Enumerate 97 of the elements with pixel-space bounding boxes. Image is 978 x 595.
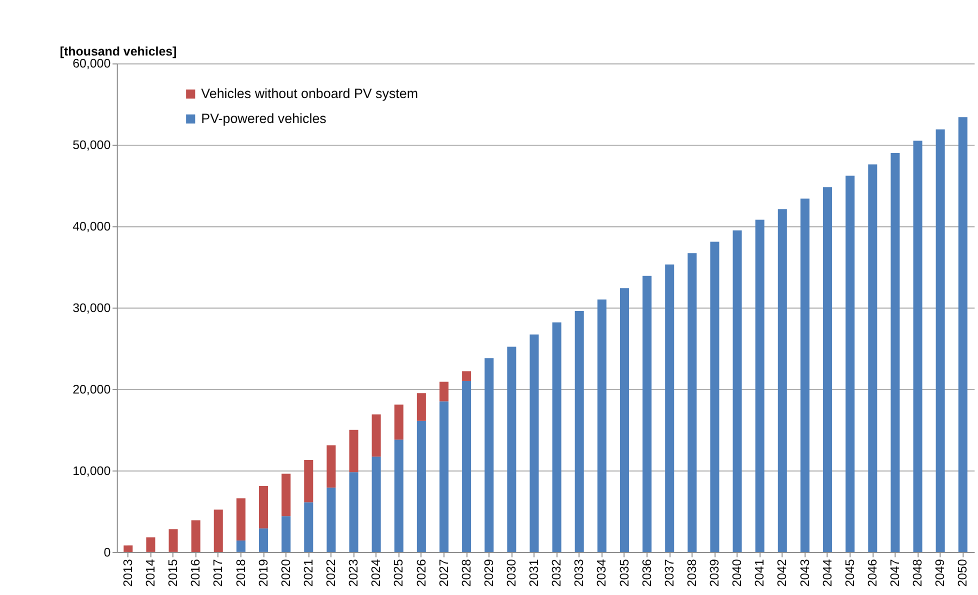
x-tick-label: 2013 (120, 559, 135, 587)
x-tick-label: 2048 (910, 559, 925, 587)
bar (890, 152, 900, 552)
bar (823, 187, 832, 552)
y-axis-title: [thousand vehicles] (60, 44, 177, 58)
x-tick-label: 2033 (572, 559, 586, 587)
bar (574, 310, 584, 552)
legend-label: PV-powered vehicles (201, 110, 327, 126)
y-tick-label: 30,000 (72, 300, 111, 315)
x-tick-label: 2032 (550, 559, 564, 587)
x-tick-label: 2028 (459, 559, 474, 587)
y-tick-label: 20,000 (72, 382, 111, 396)
bar (936, 129, 945, 552)
bar (552, 322, 562, 552)
bar (846, 176, 855, 552)
bar (530, 334, 539, 552)
bar (642, 276, 652, 552)
x-tick-label: 2025 (392, 559, 406, 587)
x-tick-label: 2018 (234, 559, 248, 587)
x-tick-label: 2041 (752, 559, 767, 587)
x-tick-label: 2039 (708, 559, 722, 587)
bar (416, 393, 426, 421)
bar (462, 380, 472, 552)
bar (304, 502, 314, 552)
y-tick-label: 50,000 (72, 138, 111, 152)
x-tick-label: 2023 (346, 559, 361, 587)
bar (394, 404, 404, 440)
x-tick-label: 2017 (211, 559, 226, 587)
x-tick-label: 2031 (527, 559, 542, 587)
bar (258, 528, 268, 552)
bar (326, 445, 336, 488)
bar (326, 488, 336, 552)
legend-label: Vehicles without onboard PV system (201, 86, 418, 101)
bar (913, 140, 922, 552)
bar (778, 209, 787, 552)
bar (597, 300, 606, 552)
x-tick-label: 2042 (775, 559, 790, 587)
bar (282, 474, 291, 516)
x-tick-label: 2027 (436, 559, 451, 587)
x-tick-label: 2037 (662, 559, 676, 587)
x-tick-label: 2021 (301, 559, 316, 587)
bar (372, 414, 381, 457)
bar (394, 440, 404, 552)
x-tick-label: 2040 (730, 559, 744, 587)
bar (304, 460, 314, 502)
x-tick-label: 2043 (798, 559, 812, 587)
x-tick-label: 2047 (888, 559, 902, 587)
bar (416, 420, 426, 552)
bar (236, 498, 246, 541)
bar (439, 382, 449, 402)
bar (372, 456, 381, 552)
x-tick-label: 2026 (414, 559, 428, 587)
bar (620, 288, 629, 552)
bar (800, 198, 810, 552)
bar (439, 401, 449, 552)
bar (868, 164, 878, 552)
x-tick-label: 2034 (594, 559, 609, 587)
bar (146, 537, 156, 552)
x-tick-label: 2036 (640, 559, 654, 587)
bar (349, 472, 358, 552)
x-tick-label: 2046 (865, 559, 880, 587)
bar (665, 264, 674, 552)
x-tick-label: 2044 (820, 559, 834, 587)
x-tick-label: 2038 (684, 559, 699, 587)
bar (282, 516, 291, 552)
x-tick-label: 2024 (369, 559, 384, 587)
y-tick-label: 60,000 (72, 56, 111, 71)
x-tick-label: 2035 (617, 559, 632, 587)
bar (755, 220, 764, 552)
bar (462, 371, 472, 381)
x-tick-label: 2022 (324, 559, 338, 587)
bar (236, 540, 246, 552)
x-tick-label: 2050 (956, 559, 970, 587)
bar (688, 253, 697, 552)
x-tick-label: 2015 (166, 559, 180, 587)
x-tick-label: 2014 (144, 559, 158, 587)
x-tick-label: 2030 (504, 559, 519, 587)
bar (484, 358, 494, 552)
bar (349, 430, 358, 472)
x-tick-label: 2045 (842, 559, 857, 587)
x-tick-label: 2019 (256, 559, 270, 587)
x-tick-label: 2020 (278, 559, 293, 587)
y-tick-label: 10,000 (72, 464, 111, 478)
bar (191, 520, 200, 552)
y-tick-label: 0 (104, 545, 111, 560)
bar (168, 529, 178, 552)
bar (958, 117, 968, 552)
bar (710, 242, 720, 552)
x-tick-label: 2029 (482, 559, 496, 587)
bar (214, 510, 223, 552)
bar (124, 545, 133, 552)
y-tick-label: 40,000 (72, 220, 111, 234)
bar (507, 346, 516, 552)
bar (732, 230, 742, 552)
x-tick-label: 2049 (933, 559, 948, 587)
x-tick-label: 2016 (188, 559, 203, 587)
bar (258, 486, 268, 528)
